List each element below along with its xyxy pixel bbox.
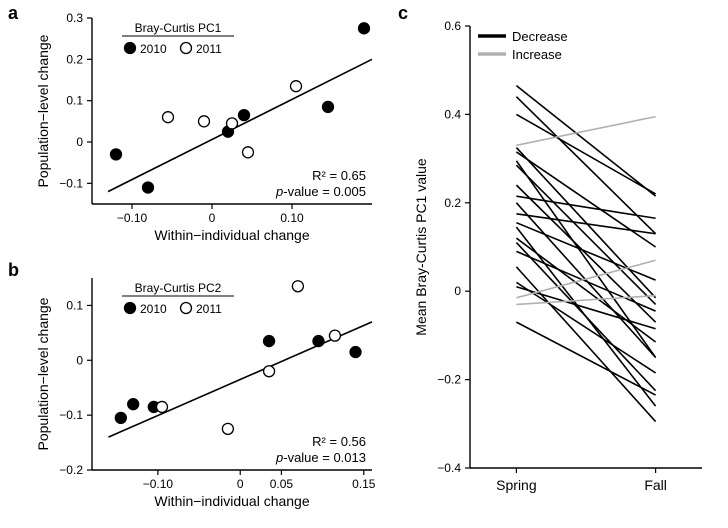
svg-text:−0.1: −0.1 xyxy=(59,176,83,190)
svg-text:p-value = 0.013: p-value = 0.013 xyxy=(275,450,366,465)
svg-text:0: 0 xyxy=(237,477,244,491)
svg-text:0: 0 xyxy=(76,135,83,149)
svg-text:R² = 0.65: R² = 0.65 xyxy=(312,168,366,183)
svg-text:0.15: 0.15 xyxy=(352,477,376,491)
svg-text:−0.2: −0.2 xyxy=(437,373,461,387)
svg-text:Population−level change: Population−level change xyxy=(35,297,51,450)
panel-a-label: a xyxy=(8,3,18,24)
svg-text:Within−individual change: Within−individual change xyxy=(154,493,309,509)
panel-b-label: b xyxy=(8,260,19,281)
svg-text:Within−individual change: Within−individual change xyxy=(154,227,309,243)
svg-text:0.10: 0.10 xyxy=(280,211,304,225)
svg-text:2011: 2011 xyxy=(196,42,222,56)
panel-c-label: c xyxy=(398,3,408,24)
svg-text:Spring: Spring xyxy=(496,477,536,493)
svg-text:Increase: Increase xyxy=(512,47,562,62)
svg-text:2010: 2010 xyxy=(140,42,167,56)
svg-text:−0.1: −0.1 xyxy=(59,408,83,422)
svg-text:Population−level change: Population−level change xyxy=(35,34,51,187)
svg-text:0.3: 0.3 xyxy=(66,11,83,25)
svg-text:2011: 2011 xyxy=(196,302,222,316)
svg-text:−0.2: −0.2 xyxy=(59,463,83,477)
svg-text:−0.4: −0.4 xyxy=(437,461,461,475)
svg-text:−0.10: −0.10 xyxy=(143,477,174,491)
svg-text:0.05: 0.05 xyxy=(270,477,294,491)
svg-text:Bray-Curtis PC2: Bray-Curtis PC2 xyxy=(135,281,222,295)
svg-text:2010: 2010 xyxy=(140,302,167,316)
svg-text:0: 0 xyxy=(454,284,461,298)
svg-text:Mean Bray-Curtis PC1 value: Mean Bray-Curtis PC1 value xyxy=(413,158,429,336)
svg-text:0.2: 0.2 xyxy=(66,52,83,66)
svg-text:Bray-Curtis PC1: Bray-Curtis PC1 xyxy=(135,21,222,35)
svg-text:Fall: Fall xyxy=(644,477,667,493)
svg-text:0.2: 0.2 xyxy=(444,196,461,210)
panel-c-chart: −0.4 −0.2 0 0.2 0.4 0.6 Spring Fall Mean Bray-Cu… xyxy=(408,12,720,514)
svg-text:0: 0 xyxy=(76,353,83,367)
svg-text:0.1: 0.1 xyxy=(66,94,83,108)
svg-text:0.4: 0.4 xyxy=(444,107,461,121)
svg-text:R² = 0.56: R² = 0.56 xyxy=(312,434,366,449)
panel-a-chart: −0.1000.10−0.100.10.20.3Within−individua… xyxy=(30,8,390,248)
panel-b-chart: −0.1000.050.15−0.2−0.100.1Within−individ… xyxy=(30,268,390,516)
svg-text:Decrease: Decrease xyxy=(512,29,568,44)
svg-text:0: 0 xyxy=(209,211,216,225)
svg-text:0.1: 0.1 xyxy=(66,298,83,312)
figure-container: a −0.1000.10−0.100.10.20.3Within−individ… xyxy=(0,0,728,528)
svg-text:0.6: 0.6 xyxy=(444,19,461,33)
svg-text:p-value = 0.005: p-value = 0.005 xyxy=(275,184,366,199)
svg-text:−0.10: −0.10 xyxy=(117,211,148,225)
